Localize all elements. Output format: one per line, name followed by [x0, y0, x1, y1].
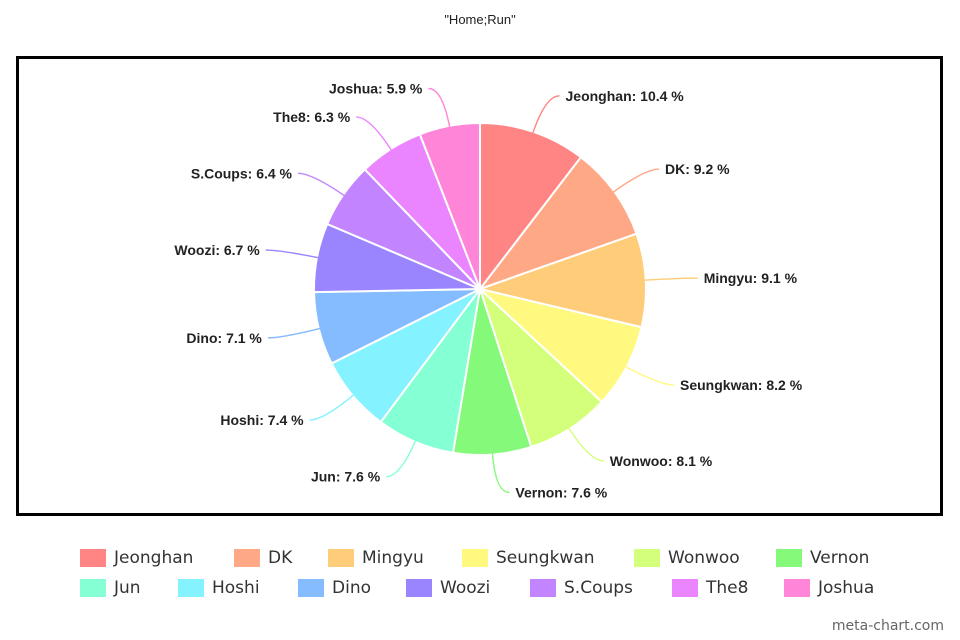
legend-swatch — [784, 579, 810, 597]
legend-item-jeonghan[interactable]: Jeonghan — [80, 546, 193, 570]
watermark: meta-chart.com — [831, 618, 944, 634]
slice-label-hoshi: Hoshi: 7.4 % — [220, 412, 304, 428]
slice-label-wonwoo: Wonwoo: 8.1 % — [610, 453, 713, 469]
leader-line-joshua — [428, 87, 451, 128]
plot-frame — [16, 56, 943, 516]
legend-item-hoshi[interactable]: Hoshi — [178, 576, 260, 600]
legend-label: S.Coups — [564, 578, 633, 598]
leader-line-s-coups — [297, 172, 346, 197]
legend-item-dk[interactable]: DK — [234, 546, 292, 570]
legend-item-dino[interactable]: Dino — [298, 576, 371, 600]
legend-swatch — [530, 579, 556, 597]
legend-swatch — [298, 579, 324, 597]
slice-label-dk: DK: 9.2 % — [665, 161, 730, 177]
legend-item-wonwoo[interactable]: Wonwoo — [634, 546, 740, 570]
slice-label-the8: The8: 6.3 % — [273, 109, 351, 125]
legend-label: Jeonghan — [114, 548, 194, 568]
leader-line-dino — [267, 327, 321, 339]
legend-label: Jun — [114, 578, 141, 598]
legend-label: Mingyu — [362, 548, 424, 568]
legend-label: Vernon — [810, 548, 870, 568]
leader-line-wonwoo — [567, 426, 604, 462]
legend-item-s-coups[interactable]: S.Coups — [530, 576, 633, 600]
slice-label-dino: Dino: 7.1 % — [186, 330, 262, 346]
leader-line-the8 — [356, 116, 393, 152]
legend-label: Dino — [332, 578, 371, 598]
legend-swatch — [234, 549, 260, 567]
slice-label-woozi: Woozi: 6.7 % — [174, 242, 260, 258]
leader-line-woozi — [265, 249, 320, 259]
legend-swatch — [776, 549, 802, 567]
legend-swatch — [634, 549, 660, 567]
legend-swatch — [80, 549, 106, 567]
legend-item-jun[interactable]: Jun — [80, 576, 141, 600]
legend-label: Joshua — [818, 578, 875, 598]
legend-swatch — [178, 579, 204, 597]
legend-swatch — [328, 549, 354, 567]
legend-item-the8[interactable]: The8 — [672, 576, 748, 600]
chart-title: "Home;Run" — [444, 12, 516, 27]
slice-label-mingyu: Mingyu: 9.1 % — [704, 270, 798, 286]
slice-label-jun: Jun: 7.6 % — [311, 469, 381, 485]
leader-line-jeonghan — [531, 95, 560, 134]
leader-line-hoshi — [309, 393, 355, 421]
legend-label: Wonwoo — [668, 548, 740, 568]
leader-line-jun — [386, 439, 417, 478]
slice-label-joshua: Joshua: 5.9 % — [329, 81, 423, 97]
legend-label: Woozi — [440, 578, 491, 598]
legend-swatch — [672, 579, 698, 597]
legend-item-joshua[interactable]: Joshua — [784, 576, 874, 600]
legend-item-seungkwan[interactable]: Seungkwan — [462, 546, 595, 570]
legend-label: The8 — [706, 578, 749, 598]
legend-swatch — [406, 579, 432, 597]
legend-label: Hoshi — [212, 578, 260, 598]
slice-label-seungkwan: Seungkwan: 8.2 % — [680, 377, 803, 393]
legend-swatch — [462, 549, 488, 567]
slice-label-jeonghan: Jeonghan: 10.4 % — [566, 88, 685, 104]
legend-label: DK — [268, 548, 293, 568]
legend-item-mingyu[interactable]: Mingyu — [328, 546, 424, 570]
leader-line-mingyu — [643, 277, 698, 281]
legend-item-woozi[interactable]: Woozi — [406, 576, 490, 600]
legend-label: Seungkwan — [496, 548, 595, 568]
leader-line-seungkwan — [624, 365, 675, 386]
leader-line-vernon — [491, 452, 510, 494]
legend-swatch — [80, 579, 106, 597]
legend-item-vernon[interactable]: Vernon — [776, 546, 869, 570]
leader-line-dk — [612, 168, 660, 194]
slice-label-s-coups: S.Coups: 6.4 % — [191, 165, 293, 181]
slice-label-vernon: Vernon: 7.6 % — [515, 484, 607, 500]
